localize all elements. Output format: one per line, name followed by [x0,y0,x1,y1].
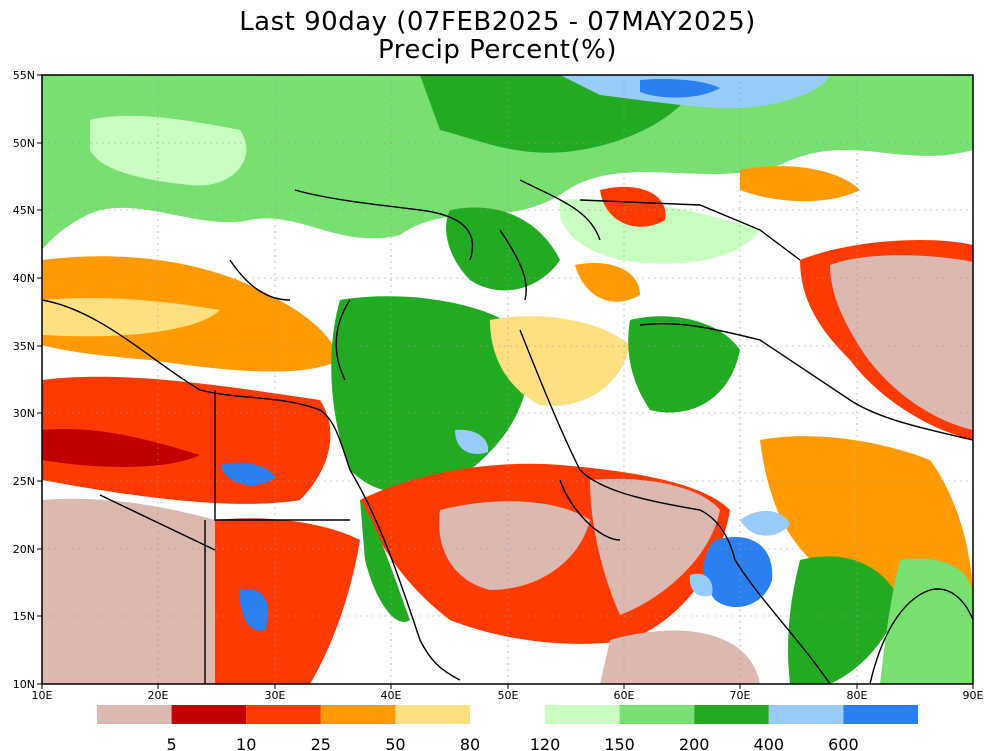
lon-label: 20E [148,689,169,702]
colorbar-swatch [843,705,918,724]
colorbar-label: 600 [828,735,859,751]
colorbar-swatch [694,705,769,724]
region-wet-caspian [446,207,560,291]
map-title: Last 90day (07FEB2025 - 07MAY2025) [239,7,756,37]
region-dry-sudan [215,518,360,684]
region-wet-gujarat [740,510,790,536]
colorbar-dry: 5 10 25 50 80 [97,705,480,751]
region-blue-core [640,78,720,98]
region-wet-afghan [628,316,740,413]
lon-label: 90E [963,689,984,702]
region-very-dry-arabia [439,501,590,590]
map-field [42,75,973,684]
lat-label: 10N [13,678,35,691]
colorbar-label: 400 [754,735,785,751]
lat-label: 35N [13,340,35,353]
region-wet-india-south [788,556,900,684]
lat-label: 20N [13,543,35,556]
lat-label: 55N [13,69,35,82]
lat-label: 30N [13,407,35,420]
colorbar-swatch [545,705,620,724]
region-dry-aral [600,186,666,227]
region-wet-red-sea [360,500,410,622]
lon-label: 80E [847,689,868,702]
region-kazakh [559,199,760,264]
colorbar-label: 50 [385,735,405,751]
lat-label: 15N [13,610,35,623]
colorbar-label: 25 [311,735,331,751]
lon-label: 70E [730,689,751,702]
region-wet-bay [880,558,973,684]
region-dry-iran [490,316,630,406]
lon-label: 30E [265,689,286,702]
colorbar-label: 5 [167,735,177,751]
region-wet-arabian-sea-edge [689,573,713,597]
colorbar-label: 80 [460,735,480,751]
region-dry-sea-south [600,630,760,684]
colorbar-swatch [320,705,396,724]
colorbar-swatch [171,705,247,724]
region-dry-med-yellow [42,298,220,337]
region-wet-sudan-spot [239,589,269,631]
lon-label: 50E [498,689,519,702]
colorbar-wet: 120 150 200 400 600 [530,705,918,751]
colorbar-label: 120 [530,735,561,751]
region-tibet [830,255,973,430]
region-sahara-core [42,498,215,684]
lat-label: 40N [13,272,35,285]
lat-label: 50N [13,137,35,150]
lon-label: 60E [614,689,635,702]
tick-marks [37,74,974,689]
colorbar-swatch [246,705,321,724]
region-very-dry-oman [590,478,720,615]
colorbar-swatch [395,705,470,724]
lon-label: 10E [32,689,53,702]
colorbar-swatch [768,705,844,724]
region-very-dry-libya [42,429,200,467]
lat-label: 45N [13,204,35,217]
lon-labels: 10E 20E 30E 40E 50E 60E 70E 80E 90E [32,689,984,702]
region-wet-europe [90,115,247,186]
colorbar-swatch [619,705,695,724]
graticule [42,75,973,684]
lat-label: 25N [13,475,35,488]
lon-label: 40E [381,689,402,702]
region-dry-kazakh-east [740,166,860,202]
colorbar-swatch [97,705,172,724]
colorbar-label: 200 [679,735,710,751]
coastlines [42,179,973,684]
lat-labels: 55N 50N 45N 40N 35N 30N 25N 20N 15N 10N [13,69,35,691]
region-wet-iraq [455,429,489,454]
colorbar-label: 150 [604,735,635,751]
colorbar-label: 10 [236,735,256,751]
region-wet-egypt-spot [220,463,275,486]
map-subtitle: Precip Percent(%) [378,35,617,65]
